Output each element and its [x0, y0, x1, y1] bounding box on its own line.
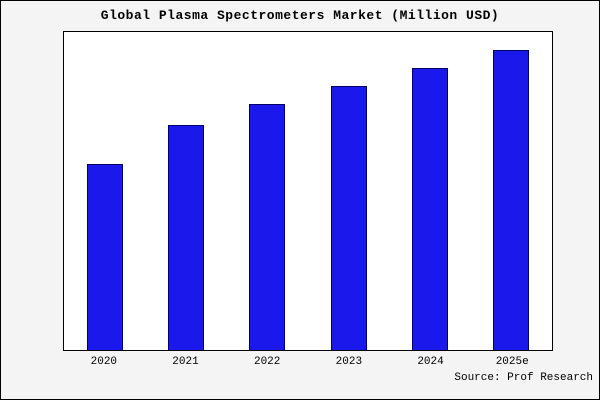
bar-slot	[227, 32, 308, 350]
bar-2020	[86, 164, 123, 350]
bar-2023	[330, 86, 367, 350]
x-tick-label-2025e: 2025e	[495, 356, 529, 368]
bars	[64, 32, 552, 350]
bar-2022	[249, 104, 286, 350]
x-tick-label-2024: 2024	[417, 356, 444, 368]
bar-2021	[167, 125, 204, 350]
plot-area	[63, 31, 553, 351]
x-tick-label-2021: 2021	[172, 356, 199, 368]
x-tick-label-2023: 2023	[335, 356, 363, 368]
bar-slot	[471, 32, 552, 350]
bar-2024	[411, 68, 448, 350]
bar-slot	[389, 32, 470, 350]
bar-slot	[145, 32, 226, 350]
bar-slot	[308, 32, 389, 350]
x-tick-label-2020: 2020	[90, 356, 118, 368]
source-note: Source: Prof Research	[454, 372, 593, 384]
x-tick-label-2022: 2022	[253, 356, 281, 368]
chart-title: Global Plasma Spectrometers Market (Mill…	[100, 8, 500, 23]
bar-2025e	[493, 50, 530, 350]
bar-slot	[64, 32, 145, 350]
x-tick-labels: 2020 2021 2022 2023 2024 2025e	[63, 356, 553, 368]
